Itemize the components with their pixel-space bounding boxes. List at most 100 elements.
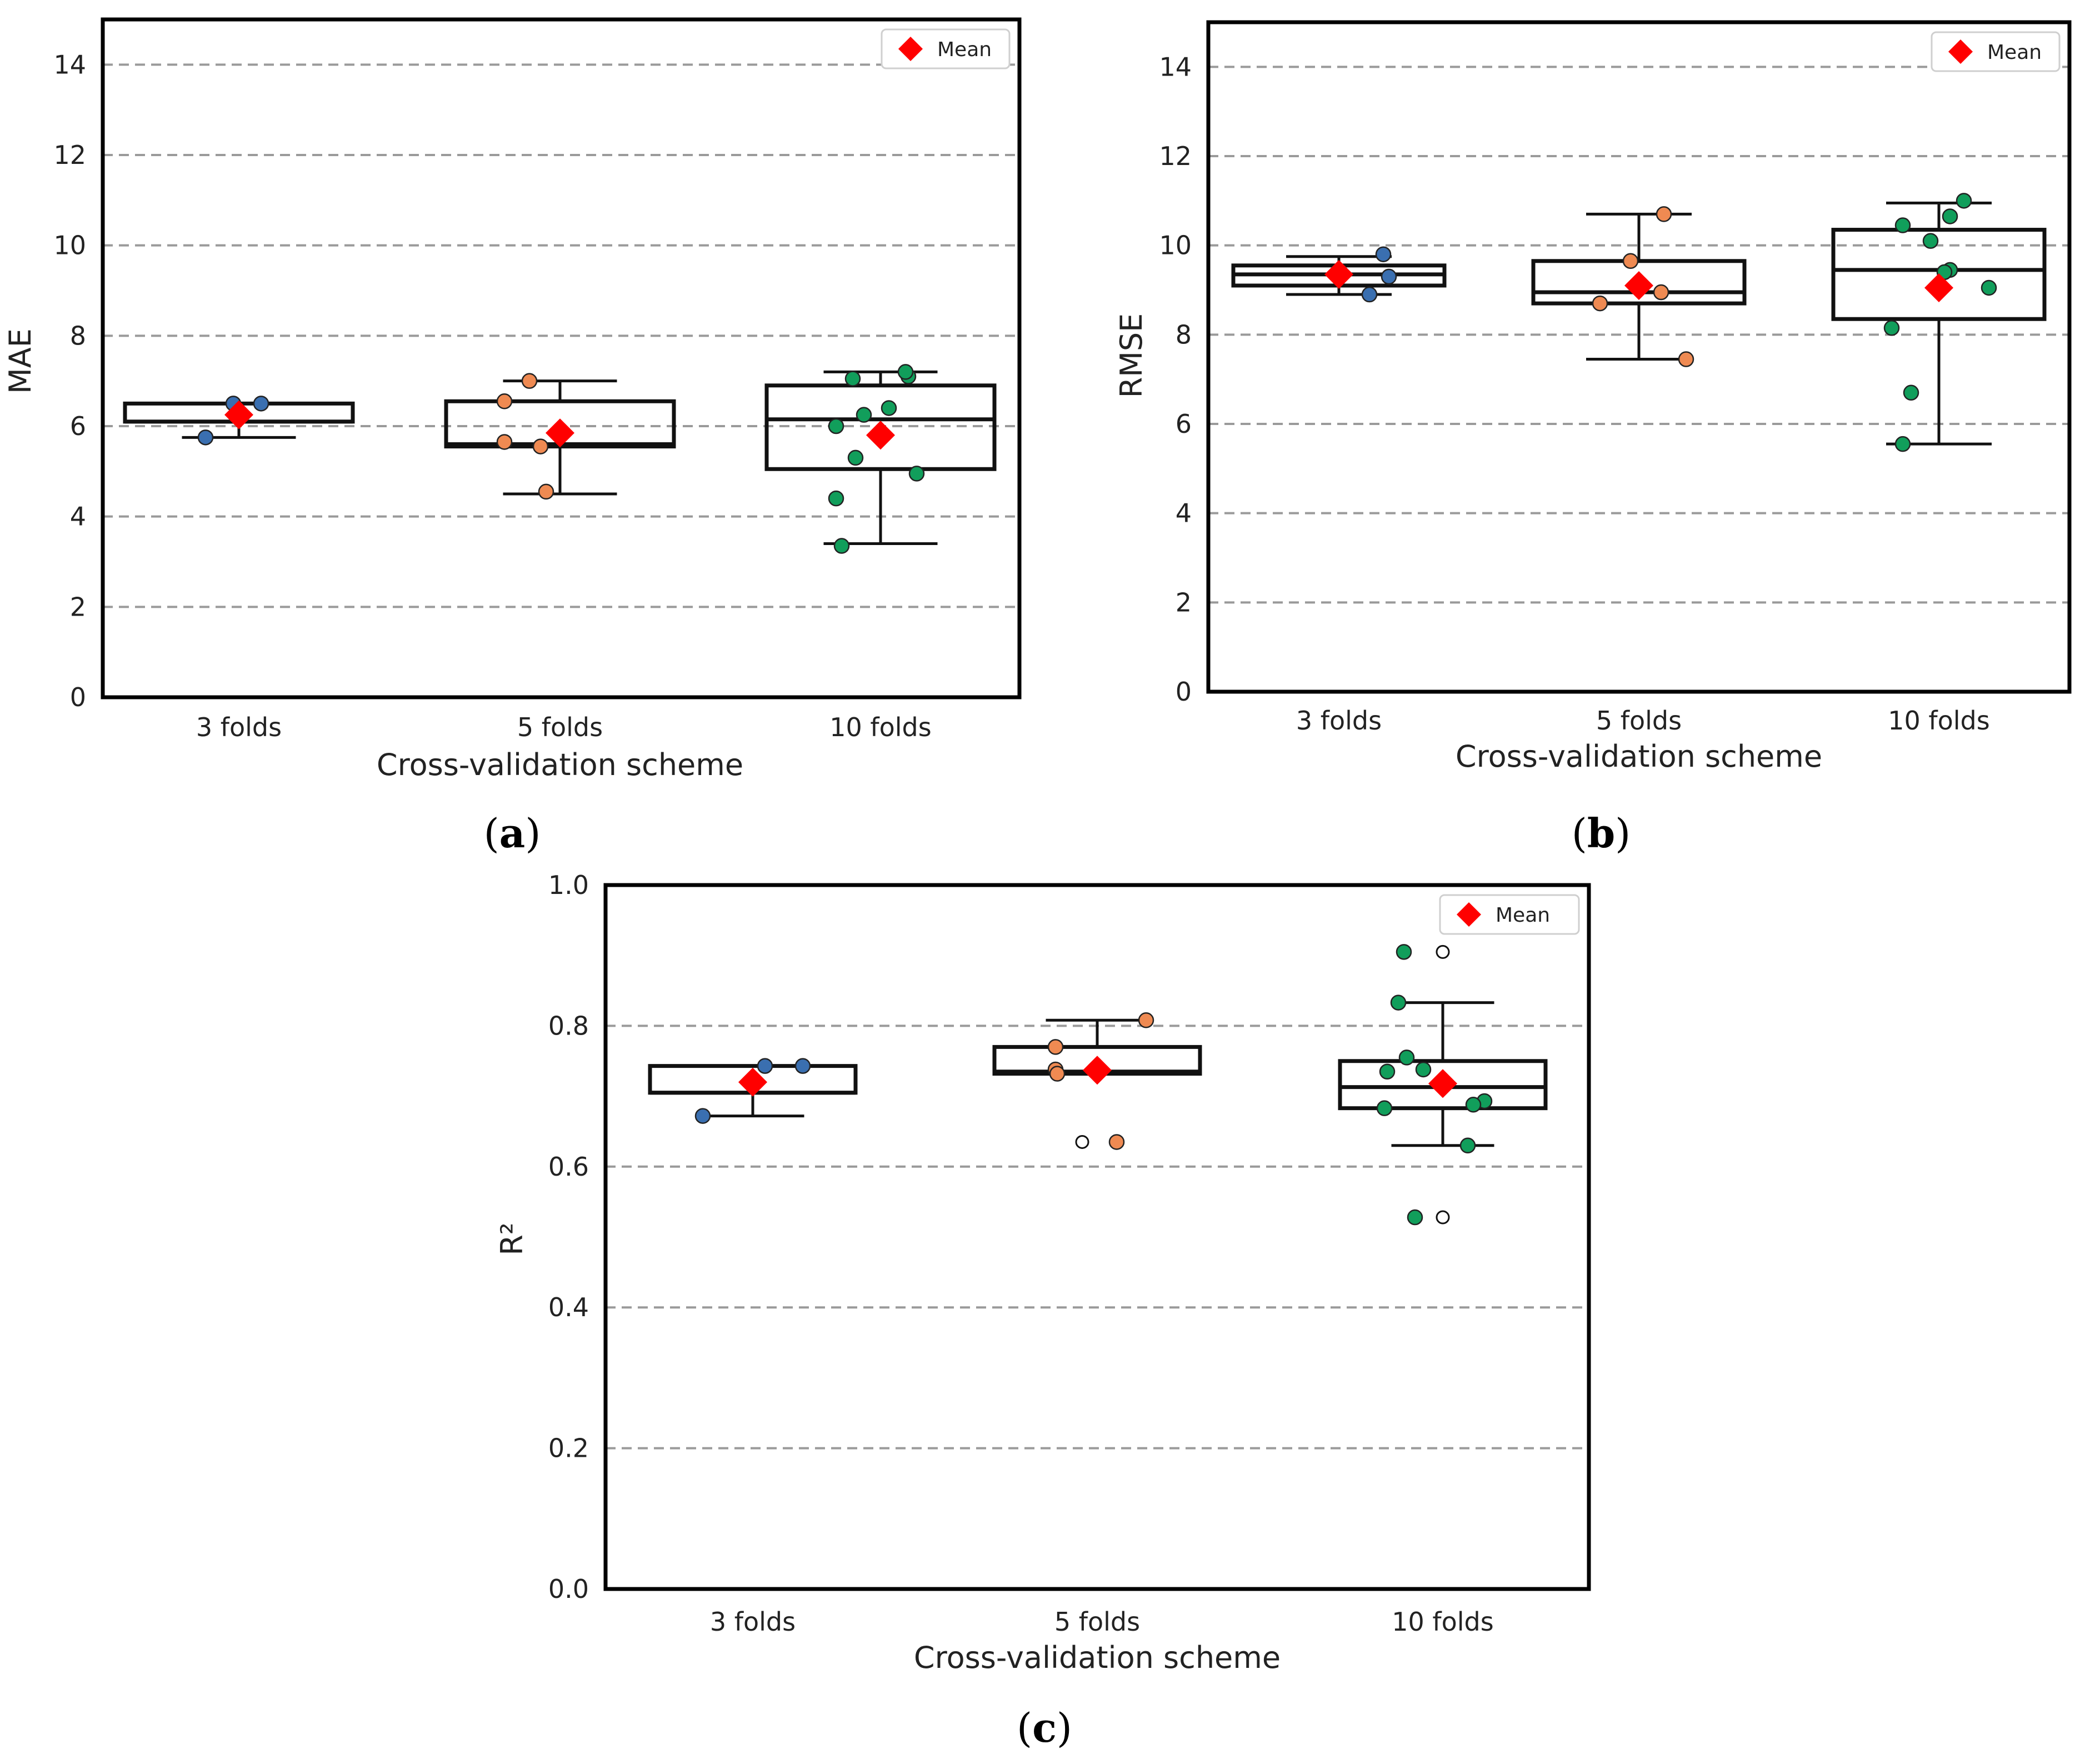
data-point <box>1376 1100 1393 1116</box>
mean-marker <box>224 400 253 429</box>
y-tick-label: 0.6 <box>548 1152 589 1182</box>
data-point <box>1407 1209 1423 1226</box>
panel-caption: (a) <box>484 809 541 857</box>
data-point <box>897 364 914 380</box>
y-tick-label: 12 <box>1159 141 1192 171</box>
data-point <box>1465 1097 1482 1113</box>
box-3-folds <box>648 1058 858 1124</box>
legend-mean-marker <box>1457 902 1481 927</box>
mean-marker <box>1083 1056 1112 1085</box>
legend-box <box>1931 31 2061 72</box>
x-axis-label: Cross-validation scheme <box>1456 739 1822 774</box>
y-tick-label: 4 <box>1176 498 1192 528</box>
data-point <box>1922 233 1939 249</box>
box-5-folds <box>444 373 676 500</box>
data-point <box>694 1108 711 1124</box>
y-tick-label: 10 <box>53 231 86 261</box>
data-point <box>1459 1137 1476 1154</box>
data-point <box>1381 268 1397 285</box>
data-point <box>1390 995 1407 1011</box>
outlier-point <box>1436 945 1450 959</box>
y-tick-label: 8 <box>1176 319 1192 349</box>
data-point <box>1656 206 1672 222</box>
x-tick-label: 3 folds <box>710 1607 796 1637</box>
data-point <box>856 407 872 423</box>
box-3-folds <box>123 396 355 446</box>
y-tick-label: 0.4 <box>548 1292 589 1322</box>
data-point <box>828 490 844 507</box>
y-tick-label: 14 <box>1159 52 1192 82</box>
mean-marker <box>866 421 895 450</box>
y-axis-label: R² <box>494 1222 529 1255</box>
y-tick-label: 2 <box>1176 587 1192 617</box>
panel-caption: (b) <box>1572 809 1631 857</box>
mean-marker <box>738 1067 767 1097</box>
outlier-point <box>1436 1210 1450 1225</box>
box-5-folds <box>992 1012 1202 1150</box>
data-point <box>1398 1050 1415 1066</box>
y-tick-label: 4 <box>70 502 86 532</box>
box-10-folds <box>764 364 997 554</box>
data-point <box>1361 286 1378 303</box>
y-tick-label: 0 <box>1176 677 1192 707</box>
data-point <box>1592 295 1608 312</box>
x-tick-label: 3 folds <box>1296 706 1382 736</box>
plot-frame <box>101 17 1022 699</box>
data-point <box>1622 253 1639 269</box>
y-tick-label: 12 <box>53 140 86 170</box>
legend-box <box>1439 894 1580 935</box>
x-tick-label: 3 folds <box>196 712 282 742</box>
data-point <box>532 438 549 454</box>
plot-frame <box>1206 20 2072 694</box>
y-tick-label: 2 <box>70 592 86 622</box>
box-10-folds <box>1338 944 1548 1226</box>
y-axis-label: MAE <box>3 328 38 394</box>
data-point <box>1396 944 1412 960</box>
data-point <box>757 1058 773 1074</box>
plot-frame <box>603 883 1591 1591</box>
x-axis-label: Cross-validation scheme <box>914 1640 1281 1675</box>
data-point <box>1894 217 1911 233</box>
x-axis-label: Cross-validation scheme <box>377 747 743 782</box>
data-point <box>1903 384 1919 401</box>
box-3-folds <box>1231 246 1447 303</box>
legend-box <box>881 28 1011 69</box>
data-point <box>908 466 925 482</box>
data-point <box>1942 208 1958 224</box>
data-point <box>496 434 513 450</box>
box-body <box>1831 228 2047 321</box>
data-point <box>847 449 864 466</box>
mean-marker <box>1924 273 1953 302</box>
data-point <box>833 538 850 554</box>
data-point <box>794 1058 811 1074</box>
mean-marker <box>1428 1069 1457 1098</box>
y-tick-label: 8 <box>70 321 86 351</box>
y-tick-label: 1.0 <box>548 870 589 900</box>
data-point <box>538 483 554 500</box>
box-body <box>764 383 997 471</box>
chart-panel-b: 0 2 4 6 8 10 12 14 3 folds 5 folds 10 folds Cross-v… <box>1114 20 2072 857</box>
legend-label: Mean <box>1987 41 2042 64</box>
data-point <box>1049 1066 1066 1082</box>
legend: Mean <box>881 28 1011 69</box>
mean-marker <box>1624 271 1653 300</box>
y-axis-label: RMSE <box>1114 313 1149 398</box>
panel-caption: (c) <box>1017 1704 1072 1751</box>
y-tick-label: 6 <box>70 411 86 441</box>
data-point <box>1956 193 1972 209</box>
box-10-folds <box>1831 193 2047 452</box>
data-point <box>1415 1061 1432 1078</box>
data-point <box>828 418 844 434</box>
data-point <box>1047 1039 1064 1055</box>
data-point <box>1894 436 1911 452</box>
data-point <box>1375 246 1392 262</box>
data-point <box>1138 1012 1154 1028</box>
data-point <box>1653 284 1669 301</box>
data-point <box>521 373 538 389</box>
x-tick-label: 5 folds <box>517 712 603 742</box>
data-point <box>496 393 513 409</box>
y-tick-label: 10 <box>1159 231 1192 261</box>
y-tick-label: 0 <box>70 682 86 712</box>
data-point <box>197 429 214 446</box>
